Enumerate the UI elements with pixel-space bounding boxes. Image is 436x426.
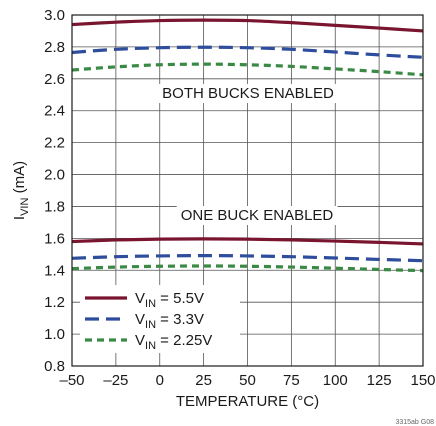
y-axis-label-unit: (mA) <box>11 161 28 198</box>
series-line-one-3 <box>71 237 424 246</box>
annotation-background <box>176 206 338 225</box>
y-axis-label-main: I <box>11 216 28 220</box>
y-tick-label: 1.2 <box>44 294 65 311</box>
y-tick-label: 2.2 <box>44 135 65 152</box>
tick-labels: –50 –25 0 25 50 75 100 125 150 0.8 1.0 1.2 1.4 1.6 1.8… <box>44 7 435 389</box>
annotation-both-bucks: BOTH BUCKS ENABLED <box>162 85 334 102</box>
y-tick-label: 1.8 <box>44 198 65 215</box>
y-tick-label: 1.4 <box>44 262 65 279</box>
series-line-both-0 <box>71 18 424 33</box>
y-tick-label: 1.0 <box>44 326 65 343</box>
y-tick-label: 2.0 <box>44 167 65 184</box>
y-axis-label: IVIN (mA) <box>11 161 31 220</box>
series-line-both-2 <box>71 62 424 77</box>
annotation-background <box>158 84 339 103</box>
legend-label: VIN = 2.25V <box>135 332 212 352</box>
x-tick-label: 125 <box>367 372 392 389</box>
y-tick-label: 2.6 <box>44 71 65 88</box>
x-tick-label: 25 <box>195 372 212 389</box>
y-tick-label: 3.0 <box>44 7 65 24</box>
x-tick-label: 50 <box>239 372 256 389</box>
x-tick-label: 150 <box>410 372 435 389</box>
figure-id: 3315ab G08 <box>395 419 434 426</box>
series-line-one-5 <box>71 264 424 273</box>
y-tick-label: 2.4 <box>44 103 65 120</box>
series-lines <box>71 18 424 273</box>
y-axis-label-sub: VIN <box>19 198 31 216</box>
y-tick-label: 2.8 <box>44 39 65 56</box>
y-tick-label: 1.6 <box>44 230 65 247</box>
y-tick-label: 0.8 <box>44 358 65 375</box>
x-axis-label: TEMPERATURE (°C) <box>176 393 319 410</box>
plot-frame <box>71 14 424 367</box>
annotation-one-buck: ONE BUCK ENABLED <box>181 207 334 224</box>
series-line-one-4 <box>71 253 424 263</box>
x-tick-label: 100 <box>323 372 348 389</box>
series-line-both-1 <box>71 45 424 59</box>
legend-label: VIN = 3.3V <box>135 311 204 331</box>
x-tick-label: 0 <box>156 372 164 389</box>
x-tick-label: –25 <box>103 372 128 389</box>
x-tick-label: 75 <box>283 372 300 389</box>
x-tick-label: –50 <box>59 372 84 389</box>
legend-label: VIN = 5.5V <box>135 290 204 310</box>
